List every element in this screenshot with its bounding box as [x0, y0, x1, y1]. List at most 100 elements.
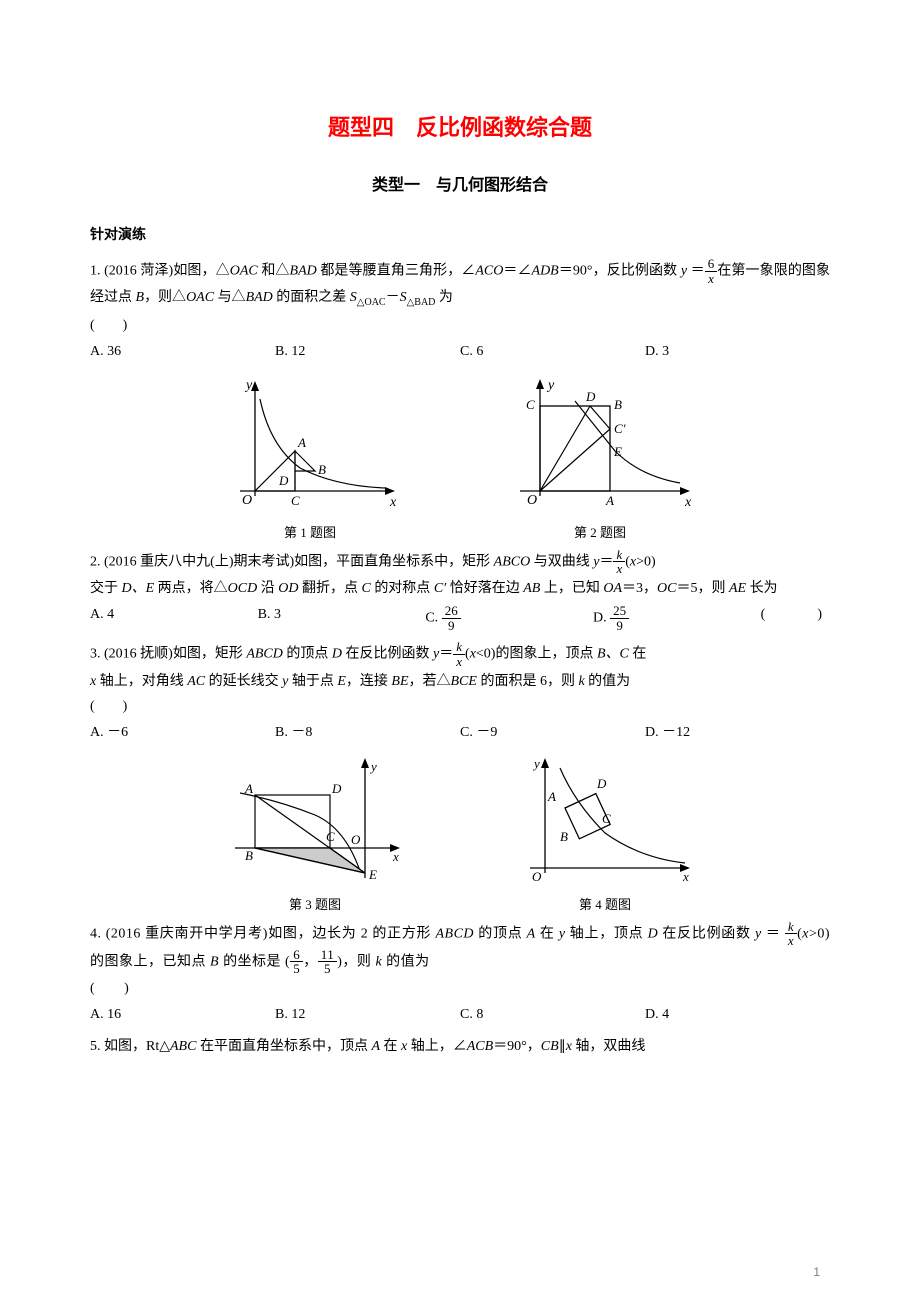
figure-row-2: A D B C O E x y 第 3 题图 A B C D O x y — [90, 753, 830, 916]
q2-ae: AE — [729, 581, 746, 596]
q1-paren: ( ) — [90, 318, 127, 333]
q1-t8: ＝90°，反比例函数 — [559, 264, 681, 279]
q3-l2b: 轴上，对角线 — [96, 674, 187, 689]
q1-opt-b: B. 12 — [275, 341, 460, 363]
q4-paren: ( ) — [90, 981, 129, 996]
q2-l2i: ＝5，则 — [676, 581, 729, 596]
figure-3: A D B C O E x y 第 3 题图 — [220, 753, 410, 916]
q2-de: D、E — [122, 581, 155, 596]
q2-dpre: D. — [593, 610, 610, 625]
fig4-C: C — [602, 811, 611, 826]
q4-abcd: ABCD — [435, 926, 474, 941]
figure-1-caption: 第 1 题图 — [284, 523, 336, 544]
q4-A: A — [527, 926, 536, 941]
q4-opt-d: D. 4 — [645, 1004, 830, 1026]
q2-cnum: 26 — [442, 604, 461, 619]
fig2-A: A — [605, 493, 614, 508]
fig2-E: E — [613, 444, 622, 459]
q5-cb: CB — [541, 1039, 559, 1054]
q2-ab: AB — [523, 581, 540, 596]
q2-l2b: 两点，将△ — [154, 581, 228, 596]
q1-t2: 和△ — [258, 264, 290, 279]
practice-label: 针对演练 — [90, 223, 830, 245]
q1-mid2: ，则△ — [144, 290, 186, 305]
q1-fraction: 6x — [705, 257, 718, 285]
figure-2: O x y C D B C′ E A 第 2 题图 — [500, 371, 700, 544]
q1-S1: S — [350, 290, 357, 305]
q1-s1sub: △OAC — [357, 297, 386, 308]
q3-l2c: 的延长线交 — [205, 674, 282, 689]
q4-options: A. 16 B. 12 C. 8 D. 4 — [90, 1004, 830, 1026]
q1-mid3: 与△ — [214, 290, 246, 305]
page-number: 1 — [813, 1263, 820, 1282]
q3-options: A. －6 B. －8 C. －9 D. －12 — [90, 722, 830, 744]
q2-oa: OA — [603, 581, 622, 596]
q1-bad2: BAD — [246, 290, 273, 305]
q3-bc: B、C — [597, 647, 629, 662]
q1-opt-a: A. 36 — [90, 341, 275, 363]
q2-l2f: 恰好落在边 — [446, 581, 523, 596]
q2-l2g: 上，已知 — [540, 581, 603, 596]
q1-num: 6 — [705, 257, 718, 272]
q2-opt-a: A. 4 — [90, 604, 258, 632]
fig1-x: x — [389, 495, 397, 510]
q2-pre: 2. (2016 重庆八中九(上)期末考试)如图，平面直角坐标系中，矩形 — [90, 554, 494, 569]
q2-l2c: 沿 — [257, 581, 278, 596]
fig3-B: B — [245, 848, 253, 863]
q2-num: k — [613, 548, 625, 563]
figure-4-svg: A B C D O x y — [510, 753, 700, 893]
fig1-C: C — [291, 493, 300, 508]
fig2-x: x — [684, 495, 692, 510]
q1-text: 1. (2016 菏泽)如图，△ — [90, 264, 230, 279]
q4-pre: 4. (2016 重庆南开中学月考)如图，边长为 2 的正方形 — [90, 926, 435, 941]
q3-paren: ( ) — [90, 699, 127, 714]
q3-l2f: ，若△ — [409, 674, 451, 689]
q1-opt-d: D. 3 — [645, 341, 830, 363]
fig3-D: D — [331, 781, 342, 796]
q2-gt: >0) — [636, 554, 656, 569]
q2-od: OD — [278, 581, 298, 596]
q4-x: x — [802, 926, 809, 941]
q2-cpre: C. — [425, 610, 441, 625]
q3-frac: kx — [453, 640, 465, 668]
q4-m2: 在 — [536, 926, 559, 941]
q2-oc: OC — [657, 581, 676, 596]
q3-ac: AC — [187, 674, 205, 689]
q2-eq: ＝ — [599, 554, 613, 569]
figure-row-1: O x y A B C D 第 1 题图 O x y C D B C′ — [90, 371, 830, 544]
q3-m1: 的顶点 — [283, 647, 332, 662]
q3-D: D — [332, 647, 342, 662]
q4-opt-a: A. 16 — [90, 1004, 275, 1026]
q4-bxn: 6 — [290, 948, 303, 963]
q2-dnum: 25 — [610, 604, 629, 619]
q3-m3: 在 — [629, 647, 647, 662]
fig1-B: B — [318, 462, 326, 477]
q4-D: D — [648, 926, 659, 941]
q4-opt-c: C. 8 — [460, 1004, 645, 1026]
q1-t4: 都是等腰直角三角形，∠ — [317, 264, 476, 279]
q3-lt: <0)的图象上，顶点 — [476, 647, 597, 662]
fig3-A: A — [244, 781, 253, 796]
q5-m2: 在 — [380, 1039, 401, 1054]
q5-m5: ∥ — [559, 1039, 566, 1054]
q3-be: BE — [391, 674, 408, 689]
q3-abcd: ABCD — [246, 647, 283, 662]
q3-eq: ＝ — [439, 647, 453, 662]
q4-m6: )，则 — [337, 954, 375, 969]
q1-eq: ＝ — [687, 264, 705, 279]
q3-num: k — [453, 640, 465, 655]
figure-3-caption: 第 3 题图 — [289, 895, 341, 916]
q5-m4: ＝90°， — [493, 1039, 541, 1054]
q1-minus: － — [386, 290, 400, 305]
q4-y: y — [559, 926, 566, 941]
q3-den: x — [453, 655, 465, 669]
q2-frac: kx — [613, 548, 625, 576]
q1-tail: 为 — [435, 290, 453, 305]
q3-opt-b: B. －8 — [275, 722, 460, 744]
section-subtitle: 类型一 与几何图形结合 — [90, 173, 830, 199]
q4-byn: 11 — [318, 948, 338, 963]
q2-dden: 9 — [610, 619, 629, 633]
q4-by: 115 — [318, 948, 338, 976]
q5-abc: ABC — [170, 1039, 196, 1054]
figure-4: A B C D O x y 第 4 题图 — [510, 753, 700, 916]
